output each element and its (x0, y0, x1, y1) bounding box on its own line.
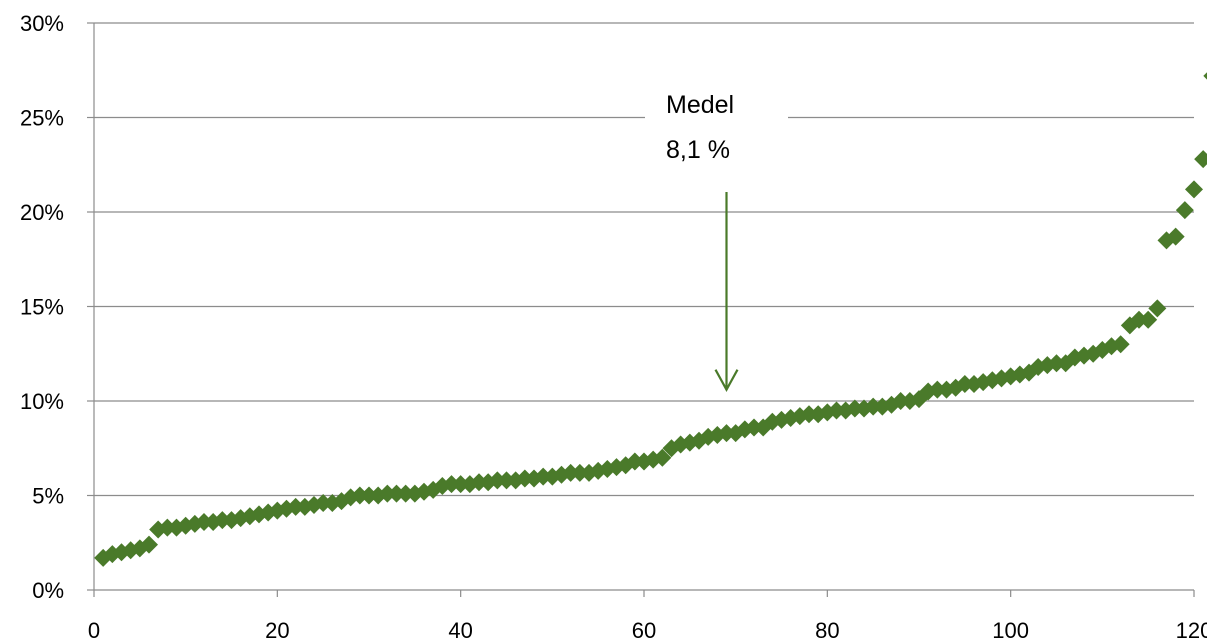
data-point (1047, 354, 1066, 373)
annotation-value: 8,1 % (666, 136, 730, 164)
data-point (717, 424, 736, 443)
data-point (1148, 299, 1167, 318)
data-point (378, 484, 397, 503)
data-point (800, 405, 818, 424)
data-point (286, 497, 305, 516)
x-tick-label: 40 (448, 618, 472, 643)
data-point (1203, 72, 1207, 80)
data-point (140, 535, 158, 554)
data-point (497, 471, 516, 490)
data-point (561, 463, 580, 482)
data-point (1185, 180, 1203, 199)
data-point (891, 392, 910, 410)
data-point (195, 512, 213, 531)
data-point (314, 494, 333, 513)
annotation-label: Medel (666, 91, 734, 119)
data-point (653, 448, 672, 467)
data-point (1130, 310, 1148, 329)
data-point (534, 467, 553, 486)
x-tick-label: 0 (88, 618, 100, 643)
data-point (451, 475, 470, 494)
data-point (1111, 335, 1130, 354)
data-point (488, 471, 507, 490)
y-tick-label: 30% (20, 11, 64, 36)
data-point (360, 486, 378, 505)
data-point (470, 473, 488, 492)
data-point (955, 374, 974, 393)
data-point (1175, 201, 1194, 220)
y-tick-label: 0% (32, 578, 64, 603)
data-point (1139, 310, 1158, 329)
data-point (827, 401, 846, 420)
data-point (928, 380, 947, 399)
x-tick-labels: 0 20 40 60 80 100 120 (88, 618, 1207, 643)
data-point (745, 418, 763, 437)
y-tick-label: 10% (20, 389, 64, 414)
data-point (1010, 365, 1029, 384)
data-point (387, 484, 406, 503)
grid-lines (94, 22, 1194, 497)
data-point (625, 452, 644, 471)
y-tick-label: 25% (20, 106, 64, 131)
data-point (250, 505, 268, 524)
x-tick-label: 120 (1176, 618, 1207, 643)
data-point (158, 518, 177, 537)
y-tick-label: 15% (20, 295, 64, 320)
mean-annotation: Medel 8,1 % (645, 88, 788, 392)
data-point (396, 484, 415, 503)
y-tick-label: 5% (32, 484, 64, 509)
x-tick-label: 20 (265, 618, 289, 643)
x-tick-label: 80 (815, 618, 839, 643)
data-point (213, 511, 232, 530)
arrow-head (714, 369, 739, 392)
data-point (1166, 227, 1185, 246)
data-point (350, 486, 369, 505)
data-point (864, 397, 883, 416)
data-point (515, 469, 534, 488)
data-point (570, 463, 589, 482)
data-point (1194, 150, 1207, 169)
x-tick-label: 100 (992, 618, 1029, 643)
x-tick-label: 60 (632, 618, 656, 643)
axes (87, 22, 1195, 597)
y-tick-labels: 0% 5% 10% 15% 20% 25% 30% (20, 11, 64, 603)
annotation-background (645, 88, 788, 168)
data-points (94, 72, 1207, 567)
data-point (845, 399, 864, 418)
y-tick-label: 20% (20, 200, 64, 225)
data-point (442, 475, 461, 494)
